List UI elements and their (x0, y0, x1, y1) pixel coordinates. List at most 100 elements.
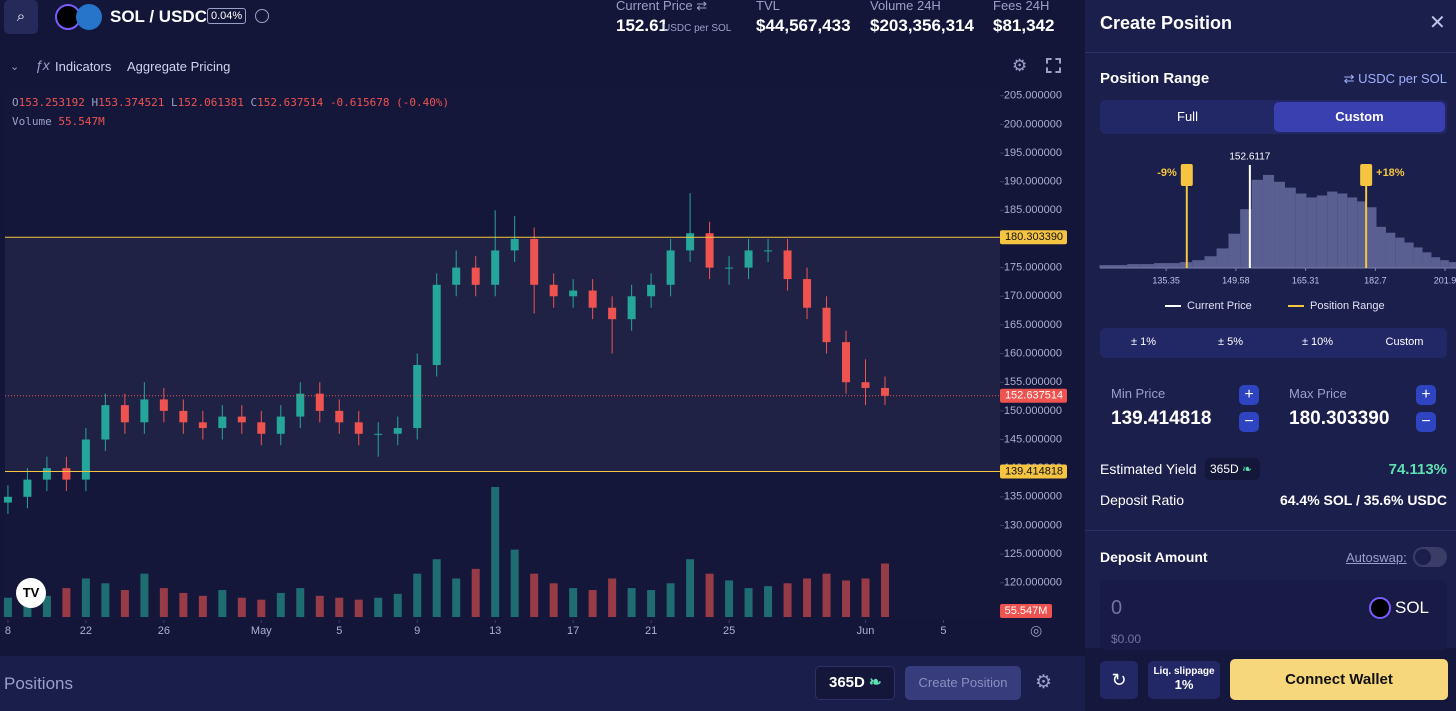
settings-icon[interactable]: ⚙ (1035, 672, 1053, 693)
y-tick-label: 125.000000 (1004, 548, 1062, 560)
min-label: Min Price (1111, 386, 1166, 401)
candle-body (491, 250, 500, 285)
candle-body (335, 410, 344, 423)
create-position-button[interactable]: Create Position (905, 666, 1021, 700)
preset-button[interactable]: ± 10% (1301, 336, 1334, 348)
mode-custom[interactable]: Custom (1274, 102, 1445, 132)
candle-body (744, 250, 753, 268)
histogram-bar (1385, 232, 1396, 268)
x-tick-label: 9 (414, 625, 420, 637)
connect-wallet[interactable]: Connect Wallet (1230, 659, 1448, 700)
x-tick-label: 17 (567, 625, 579, 637)
max-minus[interactable]: − (1416, 412, 1436, 432)
mode-full[interactable]: Full (1177, 109, 1198, 124)
candle-body (276, 416, 285, 434)
candle-body (471, 267, 480, 285)
legend-label: Position Range (1310, 300, 1385, 312)
volume-bar (510, 549, 519, 617)
max-plus[interactable]: + (1416, 385, 1436, 405)
volume-bar (42, 595, 51, 617)
volume-bar (62, 588, 71, 617)
min-minus[interactable]: − (1239, 412, 1259, 432)
histogram-bar (1395, 237, 1405, 268)
token[interactable]: SOL (1395, 598, 1430, 617)
preset-button[interactable]: Custom (1385, 336, 1424, 348)
stat-label: Current Price ⇄ (616, 0, 708, 13)
volume-bar (783, 583, 792, 617)
volume-bar (881, 563, 890, 617)
y-tick-label: 185.000000 (1004, 204, 1062, 216)
autoswap-label: Autoswap: (1346, 550, 1407, 565)
fullscreen-icon[interactable] (1046, 58, 1061, 73)
candle-body (374, 433, 383, 435)
histogram-bar (1306, 197, 1317, 268)
candle-body (569, 290, 578, 297)
y-tick-label: 130.000000 (1004, 519, 1062, 531)
volume-bar (120, 590, 129, 617)
amount-box[interactable] (1100, 580, 1447, 650)
volume-bar (276, 592, 285, 617)
candle-body (764, 250, 773, 252)
volume-bar (159, 588, 168, 617)
volume-bar (491, 487, 500, 617)
search-button[interactable]: ⌕ (4, 0, 38, 34)
min-plus[interactable]: + (1239, 385, 1259, 405)
yield-period[interactable]: 365D ❧ (1205, 458, 1260, 480)
candle-body (257, 422, 266, 434)
volume-bar (764, 586, 773, 617)
histogram-bar (1216, 248, 1229, 268)
volume-bar (471, 568, 480, 617)
yield-label: Estimated Yield (1100, 461, 1197, 477)
price-label: 152.637514 (1005, 390, 1063, 402)
info-icon[interactable] (255, 9, 269, 23)
volume-bar (530, 573, 539, 617)
stat-value: $203,356,314 (870, 16, 974, 35)
yield-value: 74.113% (1388, 461, 1447, 478)
candle-body (101, 405, 110, 440)
reset-icon[interactable]: ◎ (1030, 622, 1043, 638)
x-tick-label: 165.31 (1292, 275, 1320, 285)
price-label: 180.303390 (1005, 231, 1063, 243)
sol-icon (1369, 597, 1391, 619)
volume-bar (608, 578, 617, 617)
tv-logo[interactable]: TV (16, 578, 46, 608)
histogram-bar (1099, 265, 1114, 268)
amount-input[interactable]: 0 (1111, 597, 1123, 619)
candle-body (218, 416, 227, 429)
candle-body (296, 393, 305, 417)
candle-body (861, 382, 870, 388)
autoswap-toggle[interactable] (1413, 547, 1447, 567)
y-tick-label: 190.000000 (1004, 176, 1062, 188)
candle-body (725, 267, 734, 269)
histogram-bar (1431, 257, 1441, 268)
aggregate-pricing[interactable]: Aggregate Pricing (127, 59, 231, 74)
preset-button[interactable]: ± 5% (1218, 336, 1243, 348)
volume-legend: Volume 55.547M (12, 115, 105, 128)
preset-button[interactable]: ± 1% (1131, 336, 1156, 348)
indicators[interactable]: Indicators (55, 59, 112, 74)
value: 153.374521 (98, 96, 165, 109)
price-label: 139.414818 (1005, 465, 1063, 477)
histogram-bar (1327, 191, 1338, 268)
unit-toggle[interactable]: ⇄ USDC per SOL (1343, 71, 1447, 86)
divider (1085, 530, 1456, 531)
candle-body (588, 290, 597, 308)
y-tick-label: 200.000000 (1004, 118, 1062, 130)
collapse-icon[interactable]: ⌄ (10, 61, 20, 73)
close-button[interactable]: ✕ (1429, 12, 1446, 34)
period-button[interactable]: 365D ❧ (815, 666, 895, 700)
candle-body (666, 250, 675, 285)
y-tick-label: 120.000000 (1004, 577, 1062, 589)
refresh-button[interactable]: ↻ (1100, 661, 1138, 699)
ratio-label: Deposit Ratio (1100, 492, 1185, 508)
histogram-bar (1192, 260, 1205, 268)
ratio-value: 64.4% SOL / 35.6% USDC (1279, 492, 1447, 508)
y-tick-label: 175.000000 (1004, 262, 1062, 274)
histogram-bar (1316, 195, 1328, 268)
candle-body (42, 468, 51, 480)
y-tick-label: 205.000000 (1004, 90, 1062, 102)
slippage-button[interactable]: Liq. slippage 1% (1148, 661, 1220, 699)
settings-icon[interactable]: ⚙ (1012, 56, 1028, 75)
stat-value: 152.61 (616, 16, 668, 35)
